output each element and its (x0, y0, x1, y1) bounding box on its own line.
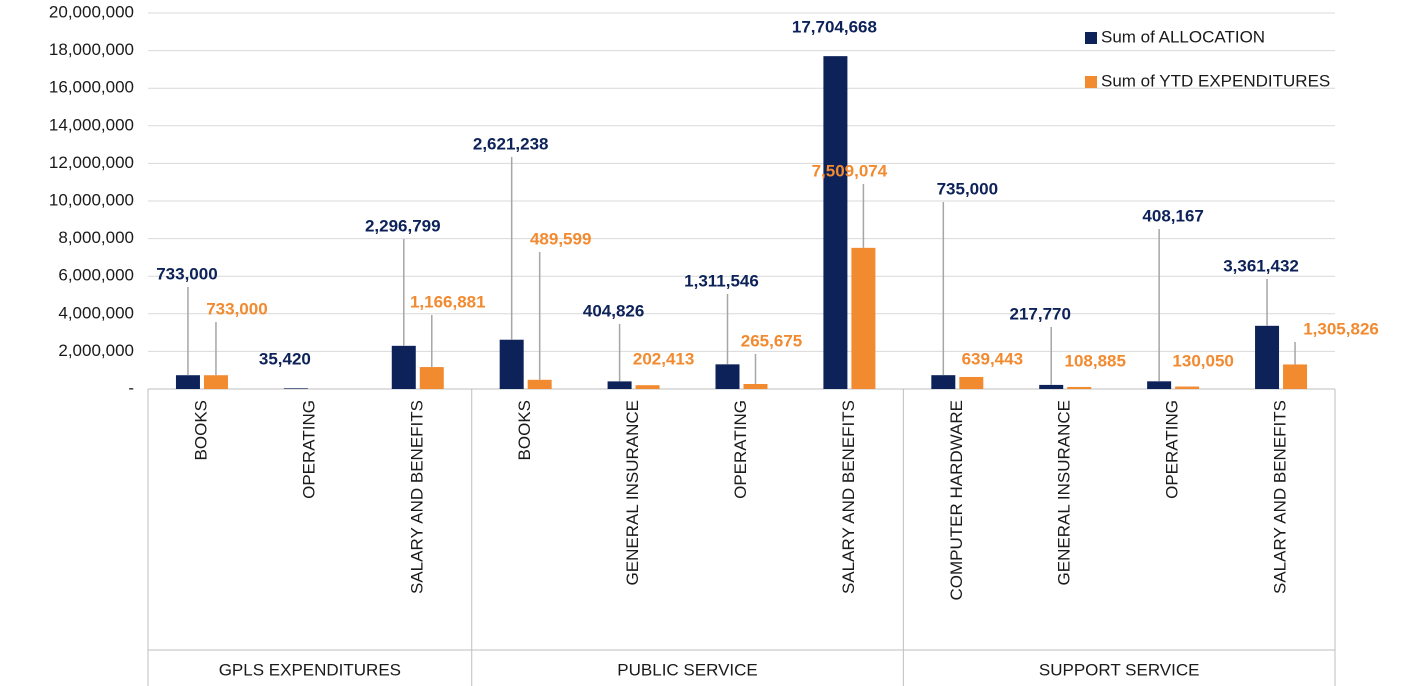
bar (419, 367, 444, 389)
data-label: 265,675 (741, 331, 802, 350)
bar (931, 375, 956, 389)
x-tick-label: SALARY AND BENEFITS (1271, 400, 1290, 594)
bar (715, 364, 740, 389)
bar (635, 385, 660, 389)
data-label: 2,621,238 (473, 134, 549, 153)
data-label: 404,826 (583, 301, 644, 320)
data-label: 3,361,432 (1223, 256, 1299, 275)
data-label: 1,311,546 (684, 271, 759, 290)
y-tick-label: 10,000,000 (49, 190, 134, 209)
bar (1039, 384, 1064, 389)
data-label: 17,704,668 (792, 17, 877, 36)
legend-label: Sum of YTD EXPENDITURES (1101, 71, 1330, 90)
bar (203, 375, 228, 389)
y-tick-label: 4,000,000 (58, 303, 134, 322)
bar (851, 247, 876, 389)
y-tick-label: - (128, 378, 134, 397)
x-tick-label: SALARY AND BENEFITS (407, 400, 426, 594)
bar (959, 376, 984, 389)
x-tick-label: SALARY AND BENEFITS (839, 400, 858, 594)
y-tick-label: 18,000,000 (49, 40, 134, 59)
x-tick-label: OPERATING (731, 400, 750, 499)
bar (743, 384, 768, 389)
y-tick-label: 16,000,000 (49, 78, 134, 97)
group-label: PUBLIC SERVICE (617, 660, 757, 679)
bar (391, 345, 416, 389)
x-tick-label: GENERAL INSURANCE (1055, 400, 1074, 585)
data-label: 489,599 (530, 229, 591, 248)
data-label: 733,000 (206, 299, 267, 318)
x-tick-label: BOOKS (191, 400, 210, 460)
data-label: 35,420 (259, 349, 311, 368)
bar (823, 56, 848, 389)
data-label: 733,000 (156, 264, 217, 283)
bar (499, 339, 524, 389)
x-tick-label: OPERATING (1163, 400, 1182, 499)
data-label: 1,305,826 (1303, 319, 1379, 338)
bar (1147, 381, 1172, 389)
y-tick-label: 14,000,000 (49, 115, 134, 134)
y-tick-label: 12,000,000 (49, 153, 134, 172)
bar (1255, 325, 1280, 389)
legend-swatch (1085, 76, 1097, 88)
x-tick-label: GENERAL INSURANCE (623, 400, 642, 585)
legend-label: Sum of ALLOCATION (1101, 27, 1265, 46)
data-label: 639,443 (962, 349, 1023, 368)
bar (175, 375, 200, 389)
bar (283, 388, 308, 389)
group-label: GPLS EXPENDITURES (219, 660, 401, 679)
data-label: 108,885 (1065, 351, 1126, 370)
data-label: 408,167 (1142, 206, 1203, 225)
x-tick-label: OPERATING (299, 400, 318, 499)
y-tick-label: 8,000,000 (58, 228, 134, 247)
y-tick-label: 2,000,000 (58, 341, 134, 360)
data-label: 202,413 (633, 349, 694, 368)
data-label: 7,509,074 (812, 161, 888, 180)
data-label: 217,770 (1010, 304, 1071, 323)
bar (527, 379, 552, 389)
bar (1175, 386, 1200, 389)
x-tick-label: COMPUTER HARDWARE (947, 400, 966, 601)
data-label: 1,166,881 (410, 292, 486, 311)
data-label: 2,296,799 (365, 216, 441, 235)
y-tick-label: 6,000,000 (58, 266, 134, 285)
group-label: SUPPORT SERVICE (1039, 660, 1200, 679)
legend-swatch (1085, 32, 1097, 44)
data-label: 130,050 (1172, 351, 1233, 370)
y-tick-label: 20,000,000 (49, 2, 134, 21)
bar (1283, 364, 1308, 389)
bar (1067, 386, 1092, 389)
x-tick-label: BOOKS (515, 400, 534, 460)
data-label: 735,000 (937, 179, 998, 198)
bar (607, 381, 632, 389)
